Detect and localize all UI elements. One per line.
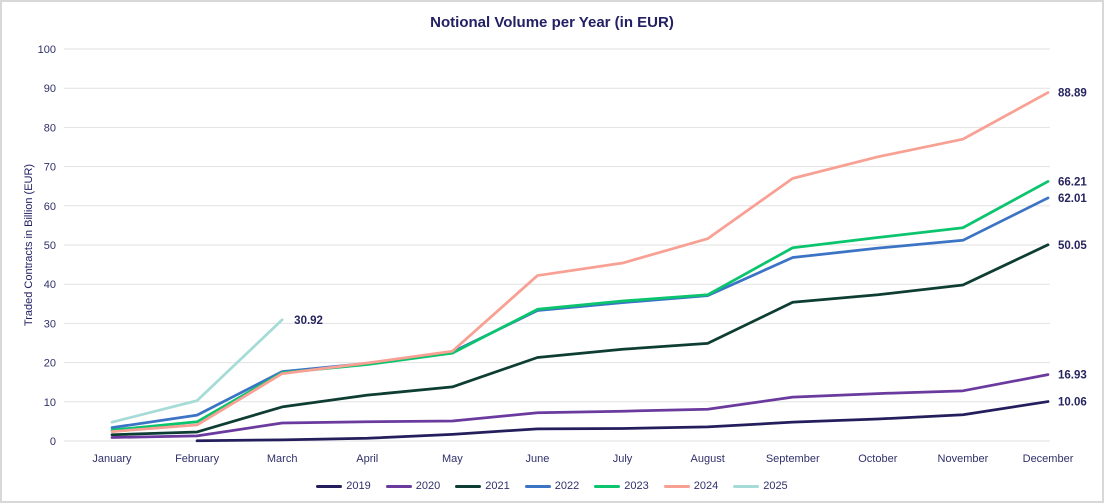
month-label: July xyxy=(613,453,633,465)
legend-swatch-2024 xyxy=(663,484,690,488)
month-label: December xyxy=(1023,453,1074,465)
y-tick-label: 20 xyxy=(44,358,56,370)
month-label: May xyxy=(442,453,463,465)
data-label-2019: 10.06 xyxy=(1058,397,1087,409)
month-label: August xyxy=(691,453,725,465)
chart-title: Notional Volume per Year (in EUR) xyxy=(430,14,674,31)
legend-item-2025: 2025 xyxy=(733,480,788,492)
y-tick-label: 100 xyxy=(38,44,56,56)
month-label: February xyxy=(175,453,220,465)
legend-swatch-2020 xyxy=(385,484,412,488)
y-tick-label: 0 xyxy=(50,436,56,448)
data-label-2020: 16.93 xyxy=(1058,370,1087,382)
legend-label: 2020 xyxy=(415,480,441,492)
legend-item-2020: 2020 xyxy=(385,480,441,492)
legend-label: 2021 xyxy=(485,480,510,492)
month-label: June xyxy=(526,453,550,465)
data-label-2022: 62.01 xyxy=(1058,193,1087,205)
data-label-2024: 88.89 xyxy=(1058,88,1087,100)
legend-item-2022: 2022 xyxy=(524,480,580,492)
legend-swatch-2023 xyxy=(594,484,621,488)
y-tick-label: 70 xyxy=(44,162,56,174)
data-label-2023: 66.21 xyxy=(1058,176,1087,188)
series-line-2025 xyxy=(110,318,284,424)
series-line-2020 xyxy=(110,373,1050,439)
series-line-2024 xyxy=(110,91,1050,433)
legend: 2019 2020 2021 2022 2023 2024 2025 xyxy=(2,480,1102,492)
legend-label: 2019 xyxy=(346,480,371,492)
data-label-2025: 30.92 xyxy=(294,315,323,327)
y-tick-label: 90 xyxy=(44,83,56,95)
month-label: October xyxy=(858,453,897,465)
y-tick-label: 60 xyxy=(44,201,56,213)
y-tick-label: 10 xyxy=(44,397,56,409)
legend-item-2024: 2024 xyxy=(663,480,719,492)
month-label: November xyxy=(938,453,989,465)
y-tick-label: 40 xyxy=(44,279,56,291)
legend-swatch-2019 xyxy=(316,484,343,488)
legend-swatch-2021 xyxy=(455,484,482,488)
legend-label: 2022 xyxy=(554,480,580,492)
legend-item-2021: 2021 xyxy=(455,480,510,492)
month-label: September xyxy=(766,453,820,465)
month-label: March xyxy=(267,453,298,465)
legend-item-2019: 2019 xyxy=(316,480,371,492)
legend-item-2023: 2023 xyxy=(594,480,649,492)
month-label: April xyxy=(356,453,378,465)
legend-label: 2024 xyxy=(693,480,719,492)
y-tick-label: 80 xyxy=(44,122,56,134)
legend-label: 2025 xyxy=(763,480,788,492)
legend-swatch-2025 xyxy=(733,484,760,488)
series-line-2021 xyxy=(110,243,1050,437)
series-line-2019 xyxy=(195,400,1050,443)
y-tick-label: 50 xyxy=(44,240,56,252)
data-label-2021: 50.05 xyxy=(1058,240,1087,252)
y-tick-label: 30 xyxy=(44,318,56,330)
legend-swatch-2022 xyxy=(524,484,551,488)
legend-label: 2023 xyxy=(624,480,649,492)
month-label: January xyxy=(92,453,132,465)
